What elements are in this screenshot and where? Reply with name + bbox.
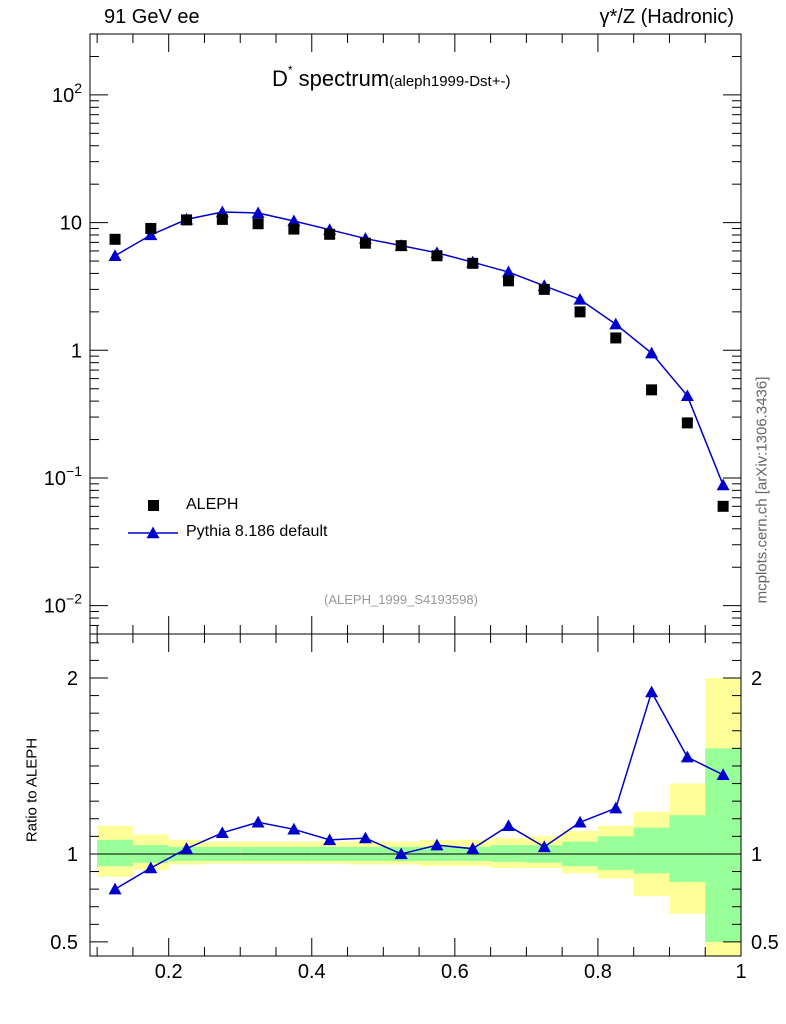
ratio-point (144, 861, 158, 874)
data-point (324, 228, 336, 240)
ratio-point (251, 815, 265, 828)
data-point (395, 240, 407, 252)
data-point (538, 283, 550, 295)
title-word: spectrum (292, 66, 390, 91)
ratio-y-tick-label-left: 0.5 (50, 932, 78, 954)
main-y-tick-label: 102 (52, 80, 82, 107)
ratio-frame (89, 633, 742, 957)
legend-marker-data (148, 500, 159, 511)
plot-title: D* spectrum(aleph1999-Dst+-) (272, 63, 511, 92)
data-point (288, 223, 300, 235)
mc-point (502, 265, 515, 278)
data-point (610, 332, 622, 344)
mc-point (573, 292, 587, 305)
data-point (216, 213, 228, 225)
main-y-tick-label: 10 (60, 213, 82, 235)
ratio-band-stat (633, 827, 670, 874)
main-y-tick-label: 10−2 (44, 591, 82, 618)
title-superscript: * (287, 63, 293, 77)
data-point (646, 384, 658, 396)
main-y-tick-label: 1 (71, 340, 82, 362)
ratio-point (716, 768, 730, 780)
ratio-x-tick-label: 1 (735, 961, 746, 983)
data-point (181, 214, 193, 226)
ratio-x-tick-label: 0.8 (584, 961, 612, 983)
analysis-footnote: (ALEPH_1999_S4193598) (324, 592, 478, 607)
ratio-point (609, 801, 623, 814)
mc-point (716, 478, 730, 491)
title-analysis: (aleph1999-Dst+-) (389, 73, 511, 90)
data-point (109, 233, 121, 245)
data-point (431, 250, 443, 262)
data-point (717, 500, 729, 512)
mc-point (108, 249, 122, 261)
mc-point (680, 389, 694, 402)
legend-label-mc: Pythia 8.186 default (186, 523, 328, 540)
data-point (574, 306, 586, 318)
main-y-tick-label: 10−1 (44, 463, 82, 490)
ratio-band-stat (705, 748, 741, 942)
mc-point (144, 228, 158, 241)
mc-point (645, 346, 659, 359)
ratio-x-tick-label: 0.4 (298, 961, 326, 983)
ratio-point (215, 826, 229, 839)
ratio-point (108, 882, 122, 895)
header-left-label: 91 GeV ee (104, 6, 200, 28)
ratio-y-tick-label-left: 2 (67, 668, 78, 690)
data-point (681, 417, 693, 429)
ratio-point (430, 838, 444, 851)
ratio-point (680, 750, 694, 763)
mc-series-line (114, 211, 724, 486)
mc-point (287, 214, 301, 227)
side-reference: mcplots.cern.ch [arXiv:1306.3436] (753, 376, 771, 604)
ratio-band-stat (97, 839, 133, 867)
header-right-label: γ*/Z (Hadronic) (599, 6, 734, 28)
ratio-y-tick-label-right: 1 (751, 844, 762, 866)
ratio-point (502, 819, 515, 831)
legend-marker-mc (146, 526, 160, 539)
ratio-point (394, 847, 408, 860)
ratio-point (180, 842, 194, 854)
data-point (467, 257, 479, 269)
legend-label-data: ALEPH (186, 496, 239, 513)
ratio-axis-label: Ratio to ALEPH (23, 737, 41, 843)
ratio-x-tick-label: 0.6 (441, 961, 469, 983)
data-point (145, 222, 157, 234)
ratio-band-stat (597, 836, 634, 870)
data-point (503, 275, 514, 287)
ratio-y-tick-label-left: 1 (67, 844, 78, 866)
ratio-point (466, 842, 480, 854)
ratio-x-tick-label: 0.2 (155, 961, 183, 983)
ratio-point (645, 685, 659, 698)
ratio-band-stat (669, 815, 706, 883)
ratio-series-line (114, 690, 724, 890)
mc-point (609, 317, 623, 330)
ratio-point (323, 833, 337, 846)
data-point (252, 218, 264, 230)
ratio-point (537, 840, 551, 853)
data-point (359, 237, 371, 249)
ratio-y-tick-label-right: 2 (751, 668, 762, 690)
ratio-point (287, 822, 301, 835)
mc-point (251, 206, 265, 219)
ratio-y-tick-label-right: 0.5 (751, 932, 779, 954)
ratio-point (358, 831, 372, 844)
title-prefix: D (272, 66, 288, 91)
ratio-point (573, 815, 587, 828)
main-frame (89, 33, 742, 635)
